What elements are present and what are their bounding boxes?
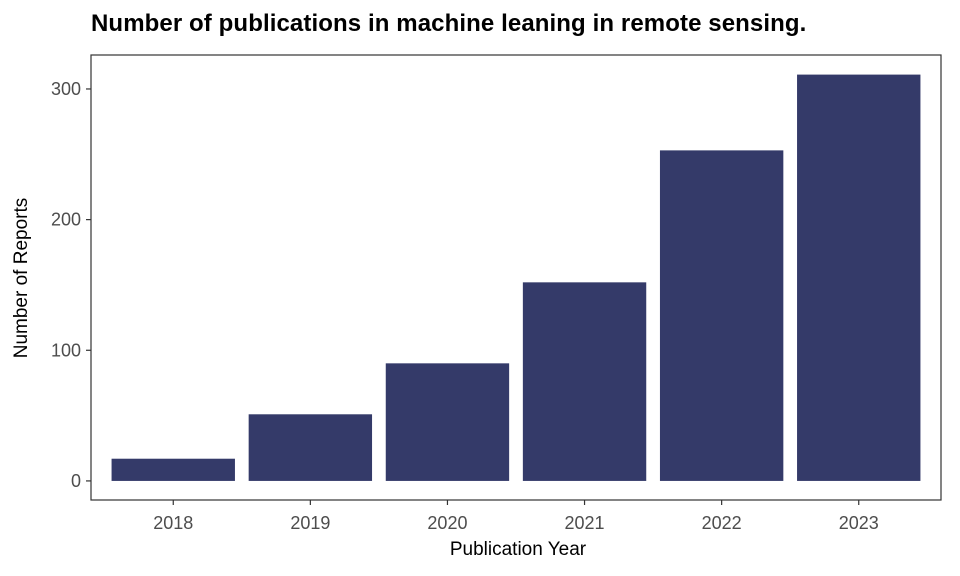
panel-border: [90, 54, 942, 501]
y-tick-label: 100: [51, 340, 81, 360]
x-tick-label: 2021: [565, 513, 605, 533]
bars-group: [111, 74, 921, 481]
x-tick-label: 2022: [702, 513, 742, 533]
bar-2020: [385, 363, 510, 481]
y-tick-label: 300: [51, 79, 81, 99]
bar-2021: [522, 282, 647, 481]
x-axis-label: Publication Year: [449, 539, 587, 560]
y-axis-label: Number of Reports: [11, 197, 32, 359]
bar-2023: [797, 74, 921, 481]
chart-title: Number of publications in machine leanin…: [91, 10, 807, 37]
bar-2018: [111, 458, 235, 481]
x-tick-label: 2018: [153, 513, 193, 533]
bar-2019: [248, 414, 373, 481]
y-tick-label: 200: [51, 210, 81, 230]
x-tick-label: 2019: [290, 513, 330, 533]
y-tick-label: 0: [71, 471, 81, 491]
bar-2022: [659, 150, 784, 481]
x-tick-label: 2020: [427, 513, 467, 533]
x-axis-ticks: 2018 2019 2020 2021 2022 2023: [153, 500, 879, 533]
x-tick-label: 2023: [839, 513, 879, 533]
y-axis-ticks: 0 100 200 300: [51, 79, 91, 491]
